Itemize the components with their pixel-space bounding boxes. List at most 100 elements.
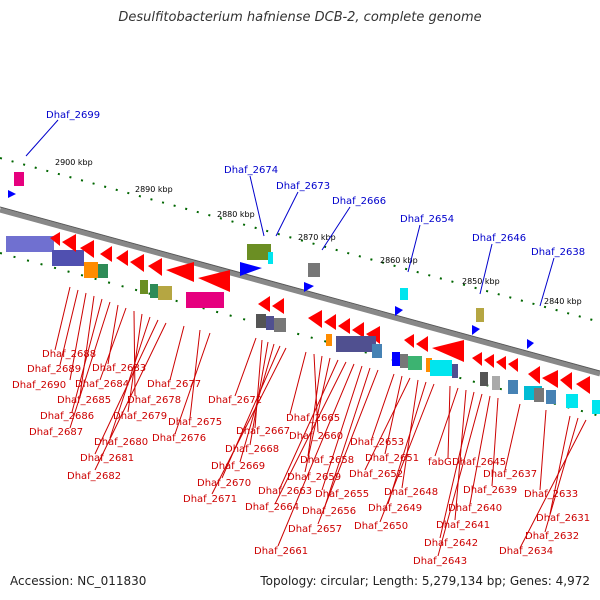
gene-feature[interactable]: [14, 172, 24, 186]
gene-feature[interactable]: [52, 250, 84, 266]
gene-label-bottom[interactable]: Dhaf_2690: [12, 380, 66, 391]
gene-arrow[interactable]: [304, 282, 314, 292]
gene-feature[interactable]: [140, 280, 148, 294]
gene-label-top[interactable]: Dhaf_2666: [332, 196, 386, 207]
gene-arrow[interactable]: [352, 322, 364, 338]
gene-label-bottom[interactable]: Dhaf_2664: [245, 502, 299, 513]
gene-arrow[interactable]: [116, 250, 128, 266]
gene-feature[interactable]: [592, 400, 600, 414]
gene-feature[interactable]: [492, 376, 500, 390]
gene-label-bottom[interactable]: Dhaf_2643: [413, 556, 467, 567]
gene-label-bottom[interactable]: Dhaf_2652: [349, 469, 403, 480]
gene-label-bottom[interactable]: Dhaf_2641: [436, 520, 490, 531]
gene-label-bottom[interactable]: Dhaf_2685: [57, 395, 111, 406]
gene-feature[interactable]: [150, 284, 158, 298]
gene-arrow[interactable]: [62, 234, 76, 252]
gene-label-bottom[interactable]: fabG: [428, 457, 452, 468]
gene-arrow[interactable]: [416, 336, 428, 352]
gene-label-bottom[interactable]: Dhaf_2653: [350, 437, 404, 448]
gene-feature[interactable]: [308, 263, 320, 277]
gene-label-bottom[interactable]: Dhaf_2686: [40, 411, 94, 422]
gene-arrow[interactable]: [484, 354, 494, 368]
gene-label-bottom[interactable]: Dhaf_2672: [208, 395, 262, 406]
gene-label-bottom[interactable]: Dhaf_2671: [183, 494, 237, 505]
gene-label-bottom[interactable]: Dhaf_2656: [302, 506, 356, 517]
gene-arrow[interactable]: [8, 190, 16, 198]
gene-arrow[interactable]: [338, 318, 350, 334]
gene-label-bottom[interactable]: Dhaf_2651: [365, 453, 419, 464]
gene-label-bottom[interactable]: Dhaf_2682: [67, 471, 121, 482]
gene-feature[interactable]: [266, 316, 274, 330]
gene-feature[interactable]: [430, 360, 452, 376]
gene-label-bottom[interactable]: Dhaf_2670: [197, 478, 251, 489]
gene-label-bottom[interactable]: Dhaf_2669: [211, 461, 265, 472]
gene-feature[interactable]: [546, 390, 556, 404]
gene-feature[interactable]: [400, 288, 408, 300]
gene-label-top[interactable]: Dhaf_2674: [224, 165, 278, 176]
gene-arrow[interactable]: [404, 334, 414, 348]
gene-feature[interactable]: [426, 358, 432, 372]
gene-feature[interactable]: [256, 314, 266, 328]
gene-label-bottom[interactable]: Dhaf_2689: [27, 364, 81, 375]
gene-arrow[interactable]: [240, 262, 262, 276]
gene-arrow[interactable]: [50, 232, 60, 246]
gene-label-bottom[interactable]: Dhaf_2634: [499, 546, 553, 557]
gene-label-bottom[interactable]: Dhaf_2639: [463, 485, 517, 496]
gene-label-top[interactable]: Dhaf_2699: [46, 110, 100, 121]
gene-label-bottom[interactable]: Dhaf_2657: [288, 524, 342, 535]
gene-feature[interactable]: [400, 354, 408, 368]
gene-label-bottom[interactable]: Dhaf_2632: [525, 531, 579, 542]
gene-arrow[interactable]: [528, 366, 540, 384]
gene-feature[interactable]: [508, 380, 518, 394]
gene-arrow[interactable]: [576, 376, 590, 394]
gene-label-bottom[interactable]: Dhaf_2663: [258, 486, 312, 497]
gene-arrow[interactable]: [560, 372, 572, 390]
gene-label-bottom[interactable]: Dhaf_2680: [94, 437, 148, 448]
gene-label-bottom[interactable]: Dhaf_2642: [424, 538, 478, 549]
gene-feature[interactable]: [476, 308, 484, 322]
gene-label-bottom[interactable]: Dhaf_2678: [127, 395, 181, 406]
gene-arrow[interactable]: [496, 356, 506, 370]
gene-feature[interactable]: [336, 336, 376, 352]
gene-label-bottom[interactable]: Dhaf_2676: [152, 433, 206, 444]
gene-arrow[interactable]: [198, 270, 230, 292]
gene-label-bottom[interactable]: Dhaf_2675: [168, 417, 222, 428]
gene-label-top[interactable]: Dhaf_2646: [472, 233, 526, 244]
gene-label-top[interactable]: Dhaf_2638: [531, 247, 585, 258]
gene-label-bottom[interactable]: Dhaf_2637: [483, 469, 537, 480]
gene-arrow[interactable]: [258, 296, 270, 312]
gene-feature[interactable]: [372, 344, 382, 358]
gene-arrow[interactable]: [308, 310, 322, 328]
gene-label-bottom[interactable]: Dhaf_2665: [286, 413, 340, 424]
gene-label-bottom[interactable]: Dhaf_2683: [92, 363, 146, 374]
gene-feature[interactable]: [274, 318, 286, 332]
gene-feature[interactable]: [326, 334, 332, 346]
gene-label-bottom[interactable]: Dhaf_2679: [113, 411, 167, 422]
gene-feature[interactable]: [392, 352, 400, 366]
gene-arrow[interactable]: [366, 326, 380, 344]
gene-arrow[interactable]: [100, 246, 112, 262]
gene-label-bottom[interactable]: Dhaf_2633: [524, 489, 578, 500]
gene-arrow[interactable]: [148, 258, 162, 276]
gene-feature[interactable]: [98, 264, 108, 278]
gene-arrow[interactable]: [80, 240, 94, 258]
gene-label-bottom[interactable]: Dhaf_2688: [42, 349, 96, 360]
gene-label-bottom[interactable]: Dhaf_2640: [448, 503, 502, 514]
gene-label-bottom[interactable]: Dhaf_2681: [80, 453, 134, 464]
gene-arrow[interactable]: [508, 358, 518, 372]
gene-arrow[interactable]: [130, 254, 144, 272]
gene-label-top[interactable]: Dhaf_2654: [400, 214, 454, 225]
gene-label-bottom[interactable]: Dhaf_2667: [236, 426, 290, 437]
gene-feature[interactable]: [84, 262, 98, 278]
gene-label-top[interactable]: Dhaf_2673: [276, 181, 330, 192]
gene-feature[interactable]: [534, 388, 544, 402]
gene-label-bottom[interactable]: Dhaf_2658: [300, 455, 354, 466]
gene-label-bottom[interactable]: Dhaf_2631: [536, 513, 590, 524]
gene-label-bottom[interactable]: Dhaf_2687: [29, 427, 83, 438]
gene-feature[interactable]: [268, 252, 273, 264]
gene-feature[interactable]: [186, 292, 224, 308]
gene-arrow[interactable]: [395, 306, 403, 316]
gene-label-bottom[interactable]: Dhaf_2661: [254, 546, 308, 557]
gene-label-bottom[interactable]: Dhaf_2684: [75, 379, 129, 390]
gene-arrow[interactable]: [472, 325, 480, 335]
